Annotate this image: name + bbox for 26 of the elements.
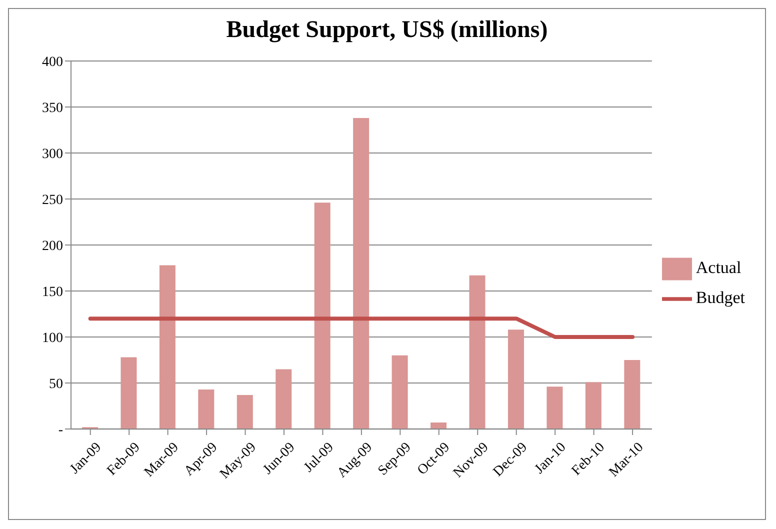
bar [198,389,214,429]
bar [392,355,408,429]
y-tick-label: 200 [42,238,63,254]
y-tick-label: 150 [42,284,63,300]
bar [353,118,370,429]
bar [236,394,253,429]
bar [314,202,330,429]
legend-label: Budget [696,288,745,307]
y-tick-label: 400 [42,54,63,70]
bar [546,386,563,429]
y-tick-label: 100 [42,330,63,346]
bar [585,382,602,429]
y-tick-label: - [58,422,64,438]
bar [624,360,640,429]
bar [430,422,447,429]
chart-title: Budget Support, US$ (millions) [225,17,549,45]
y-tick-label: 300 [42,146,63,162]
y-tick-label: 50 [49,376,63,392]
bar [469,275,486,429]
bar [120,357,137,429]
legend-label: Actual [696,258,742,277]
y-tick-label: 350 [42,100,63,116]
bar [276,369,292,429]
bar [508,330,524,429]
y-tick-label: 250 [42,192,63,208]
bar [159,265,176,429]
